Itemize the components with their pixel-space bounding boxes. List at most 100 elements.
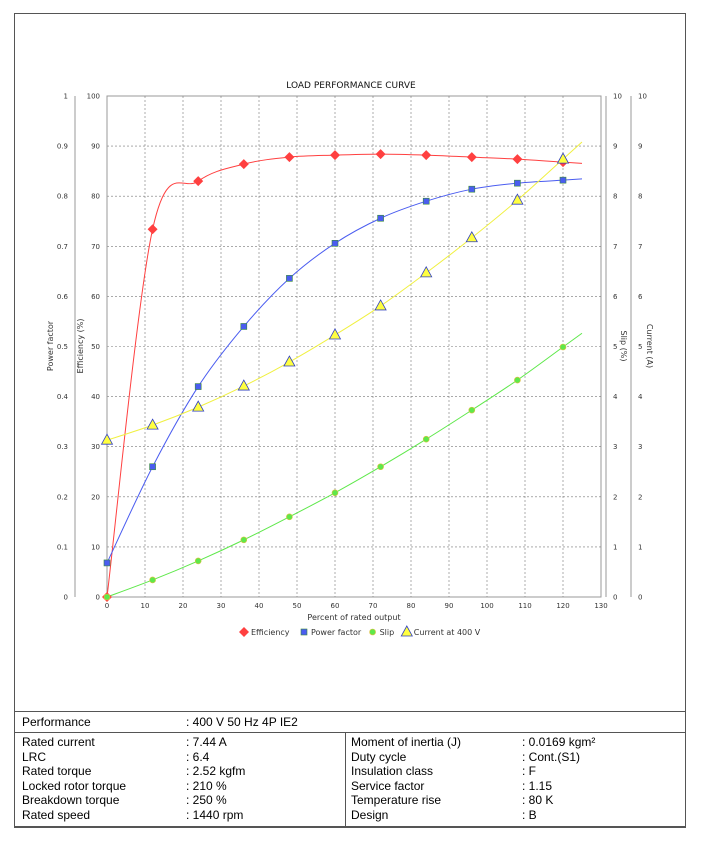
current-at-400-v-point (420, 266, 433, 278)
power-factor-legend-label: Power factor (311, 628, 362, 637)
slip-point (422, 435, 430, 443)
power-factor-point (468, 185, 476, 193)
spec-value: : 7.44 A (186, 735, 227, 749)
spec-label: Rated current (22, 735, 95, 749)
efficiency-point (375, 149, 386, 160)
x-tick-label: 20 (179, 602, 188, 610)
power-factor-point (331, 239, 339, 247)
x-tick-label: 60 (331, 602, 340, 610)
power-factor-tick-label: 0.4 (57, 393, 69, 401)
efficiency-point (193, 176, 204, 187)
current-at-400-v-point (511, 193, 524, 205)
power-factor-tick-label: 0.9 (57, 143, 68, 151)
current-at-400-v-legend-label: Current at 400 V (414, 628, 481, 637)
slip-point (468, 406, 476, 414)
efficiency-tick-label: 0 (96, 594, 100, 602)
current-at-400-v-point (374, 299, 387, 311)
spec-value: : 6.4 (186, 749, 210, 764)
power-factor-tick-label: 0.7 (57, 243, 68, 251)
power-factor-point (422, 197, 430, 205)
current-at-400-v-point (146, 418, 159, 430)
spec-label: Design (351, 807, 389, 822)
spec-row: Locked rotor torque : 210 % Service factor… (14, 779, 686, 794)
x-tick-label: 10 (141, 602, 150, 610)
spec-label: Locked rotor torque (22, 778, 127, 793)
spec-value: : 1.15 (522, 778, 553, 793)
legend: Efficiency Power factor Slip Current at 400… (239, 625, 481, 637)
spec-label: Duty cycle (351, 749, 407, 764)
spec-label: Moment of inertia (J) (351, 735, 462, 749)
spec-label: Breakdown torque (22, 793, 120, 807)
power-factor-tick-label: 0.8 (57, 193, 68, 201)
current-tick-label: 7 (638, 243, 642, 251)
slip-tick-label: 10 (613, 93, 622, 101)
x-tick-label: 90 (445, 602, 454, 610)
slip-point (559, 343, 567, 351)
slip-tick-label: 3 (613, 443, 617, 451)
slip-tick-label: 7 (613, 243, 617, 251)
slip-tick-label: 6 (613, 293, 618, 301)
efficiency-tick-label: 70 (91, 243, 100, 251)
spec-row: Rated current : 7.44 A Moment of inertia (… (14, 735, 686, 750)
slip-tick-label: 8 (613, 193, 617, 201)
slip-axis-label: Slip (%) (619, 331, 628, 362)
current-tick-label: 3 (638, 443, 642, 451)
slip-tick-label: 1 (613, 543, 617, 551)
current-tick-label: 10 (638, 93, 647, 101)
power-factor-tick-label: 0.3 (57, 443, 68, 451)
slip-point (514, 376, 521, 384)
performance-label: Performance (22, 715, 91, 729)
slip-point (103, 593, 111, 601)
spec-value: : Cont.(S1) (522, 749, 581, 764)
spec-label: Service factor (351, 778, 425, 793)
spec-value: : 210 % (186, 778, 227, 793)
x-tick-label: 130 (594, 602, 607, 610)
efficiency-tick-label: 80 (91, 193, 100, 201)
spec-value: : 0.0169 kgm² (522, 735, 596, 749)
x-tick-label: 120 (556, 602, 569, 610)
column-divider (345, 732, 346, 827)
current-at-400-v-point (556, 152, 570, 164)
load-performance-chart: LOAD PERFORMANCE CURVE 0 10 20 30 40 50 60 70 80… (46, 81, 654, 637)
slip-legend-icon (369, 628, 376, 636)
spec-row: Rated speed: 1440 rpm Design: B (14, 808, 686, 823)
slip-tick-label: 2 (613, 493, 617, 501)
slip-point (377, 463, 384, 471)
power-factor-legend-icon (300, 628, 308, 636)
slip-tick-label: 0 (613, 594, 617, 602)
spec-value: : 2.52 kgfm (186, 764, 246, 778)
current-at-400-v-point (465, 230, 478, 243)
current-axis-label: Current (A) (645, 324, 654, 368)
efficiency-legend-label: Efficiency (251, 628, 290, 637)
efficiency-tick-label: 30 (91, 443, 100, 451)
current-tick-label: 9 (638, 143, 642, 151)
plot-area (106, 95, 602, 598)
slip-point (194, 557, 202, 565)
current-at-400-v-point (192, 400, 205, 412)
slip-tick-label: 9 (613, 143, 617, 151)
x-axis-label: Percent of rated output (307, 613, 400, 622)
current-at-400-v-legend-icon (400, 625, 413, 637)
power-factor-tick-label: 0.6 (57, 293, 69, 301)
efficiency-point (466, 152, 477, 163)
spec-row: LRC : 6.4 Duty cycle : Cont.(S1) (14, 750, 686, 765)
slip-tick-label: 4 (613, 393, 618, 401)
x-tick-label: 40 (255, 602, 264, 610)
x-tick-label: 70 (369, 602, 378, 610)
performance-value: : 400 V 50 Hz 4P IE2 (186, 715, 298, 729)
slip-point (240, 536, 248, 544)
report-frame (14, 13, 686, 827)
current-tick-label: 1 (638, 543, 642, 551)
current-at-400-v-point (283, 355, 296, 367)
spec-row: Breakdown torque: 250 % Temperature rise:… (14, 793, 686, 808)
efficiency-tick-label: 60 (91, 293, 100, 301)
current-tick-label: 6 (638, 293, 643, 301)
current-tick-label: 8 (638, 193, 642, 201)
spec-label: Temperature rise (351, 793, 442, 807)
x-tick-label: 30 (217, 602, 226, 610)
spec-value: : 80 K (522, 793, 554, 807)
spec-value: : B (522, 807, 537, 822)
spec-label: LRC (22, 749, 47, 764)
slip-point (331, 489, 339, 497)
power-factor-axis-label: Power factor (46, 320, 55, 371)
